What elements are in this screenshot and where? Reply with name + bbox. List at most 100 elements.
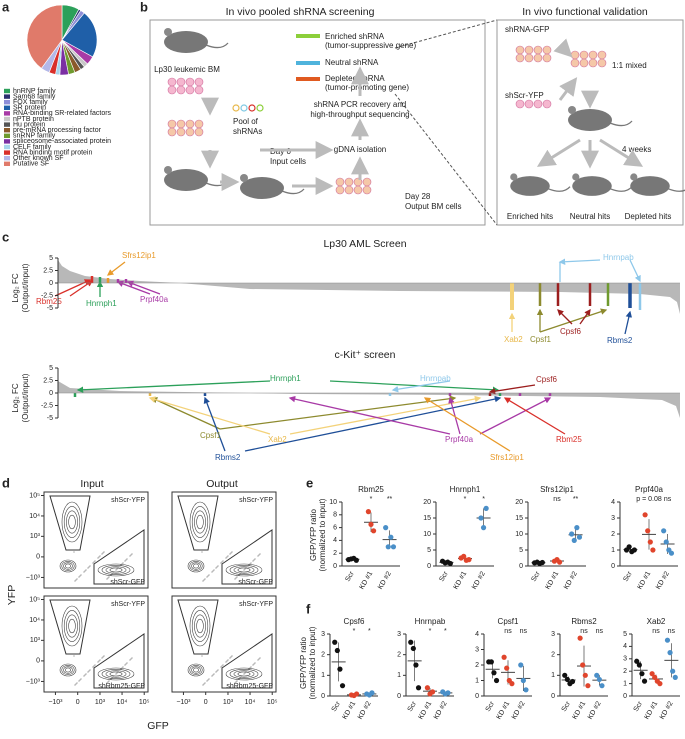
- data-point: [353, 557, 359, 563]
- label: Lp30 leukemic BM: [154, 65, 220, 74]
- data-point: [509, 681, 515, 687]
- y-tick-label: 1: [551, 672, 555, 679]
- y-tick-label: 2: [623, 668, 627, 675]
- x-tick-label: KD #1: [572, 700, 588, 720]
- cell: [579, 50, 589, 60]
- axis-label: (normalized to input): [308, 626, 317, 699]
- event-dot: [208, 574, 210, 576]
- y-tick-label: -2.5: [41, 402, 53, 409]
- significance: *: [429, 628, 432, 635]
- event-dot: [225, 661, 227, 663]
- data-point: [574, 525, 580, 531]
- cell: [597, 58, 607, 68]
- cell: [167, 77, 177, 87]
- y-tick-label: 5: [49, 255, 53, 262]
- cell: [570, 58, 580, 68]
- legend-label: pre-mRNA processing factor: [13, 127, 102, 134]
- x-tick-label: KD #2: [377, 570, 393, 590]
- label: 4 weeks: [622, 145, 651, 154]
- significance: ns: [520, 628, 528, 635]
- event-dot: [125, 663, 127, 665]
- x-tick-label: KD #1: [342, 700, 358, 720]
- waterfall: [58, 260, 680, 314]
- y-tick-label: 2.5: [43, 267, 53, 274]
- y-tick-label: -2.5: [41, 292, 53, 299]
- event-dot: [85, 673, 87, 675]
- event-dot: [78, 576, 80, 578]
- event-dot: [249, 667, 251, 669]
- event-dot: [244, 672, 246, 674]
- label: shRNAs: [233, 127, 262, 136]
- connector: [394, 19, 498, 49]
- legend-swatch: [4, 139, 10, 144]
- mouse: [164, 169, 208, 191]
- y-tick-label: 0: [36, 658, 40, 665]
- contour: [189, 665, 203, 675]
- mouse-ear: [240, 174, 248, 182]
- event-dot: [117, 671, 119, 673]
- mouse-ear: [164, 28, 172, 36]
- column-title: Input: [80, 478, 103, 490]
- event-dot: [92, 666, 94, 668]
- x-tick-label: KD #1: [359, 570, 375, 590]
- data-point: [582, 672, 588, 678]
- significance: *: [444, 628, 447, 635]
- y-tick-label: 20: [423, 499, 431, 506]
- event-dot: [217, 565, 219, 567]
- event-dot: [257, 659, 259, 661]
- event-dot: [80, 574, 82, 576]
- legend-label: FOX family: [13, 99, 48, 106]
- cell: [185, 85, 195, 95]
- event-dot: [89, 565, 91, 567]
- gate: [177, 495, 219, 551]
- cell: [176, 85, 186, 95]
- legend-swatch: [4, 128, 10, 133]
- event-dot: [226, 556, 228, 558]
- connector: [394, 93, 498, 226]
- y-tick-label: 0: [36, 554, 40, 561]
- data-point: [483, 505, 489, 511]
- y-tick-label: 1: [475, 677, 479, 684]
- label: Depleted hits: [625, 212, 672, 221]
- event-dot: [243, 569, 245, 571]
- event-dot: [110, 678, 112, 680]
- gate-label: shScr-YFP: [111, 497, 145, 504]
- data-point: [368, 521, 374, 528]
- event-dot: [88, 670, 90, 672]
- panel-label: e: [306, 475, 313, 490]
- event-dot: [83, 675, 85, 677]
- shrna: [232, 104, 240, 112]
- y-tick-label: 0: [623, 693, 627, 700]
- data-point: [557, 559, 563, 565]
- event-dot: [76, 682, 78, 684]
- event-dot: [130, 658, 132, 660]
- x-tick-label: 0: [76, 699, 80, 706]
- gate: [221, 529, 273, 585]
- significance: *: [482, 496, 485, 503]
- data-point: [642, 512, 648, 518]
- event-dot: [208, 678, 210, 680]
- event-dot: [124, 560, 126, 562]
- x-tick-label: 10⁵: [267, 699, 278, 706]
- cell: [588, 58, 598, 68]
- y-tick-label: 2: [333, 550, 337, 557]
- label: Output BM cells: [405, 202, 461, 211]
- event-dot: [75, 683, 77, 685]
- significance: ns: [668, 628, 676, 635]
- flow-frame: [43, 595, 149, 693]
- plot-title: Sfrs12ip1: [540, 485, 574, 494]
- cell: [167, 119, 177, 129]
- event-dot: [74, 580, 76, 582]
- event-dot: [107, 577, 109, 579]
- gene-label: Xab2: [504, 335, 523, 344]
- cell: [542, 45, 552, 55]
- data-point: [365, 509, 371, 515]
- event-dot: [248, 668, 250, 670]
- plot-title: Hnrnph1: [450, 485, 481, 494]
- cell: [362, 177, 372, 187]
- event-dot: [231, 551, 233, 553]
- event-dot: [215, 567, 217, 569]
- event-dot: [122, 666, 124, 668]
- gate: [49, 495, 91, 551]
- gene-label: Prpf40a: [140, 295, 169, 304]
